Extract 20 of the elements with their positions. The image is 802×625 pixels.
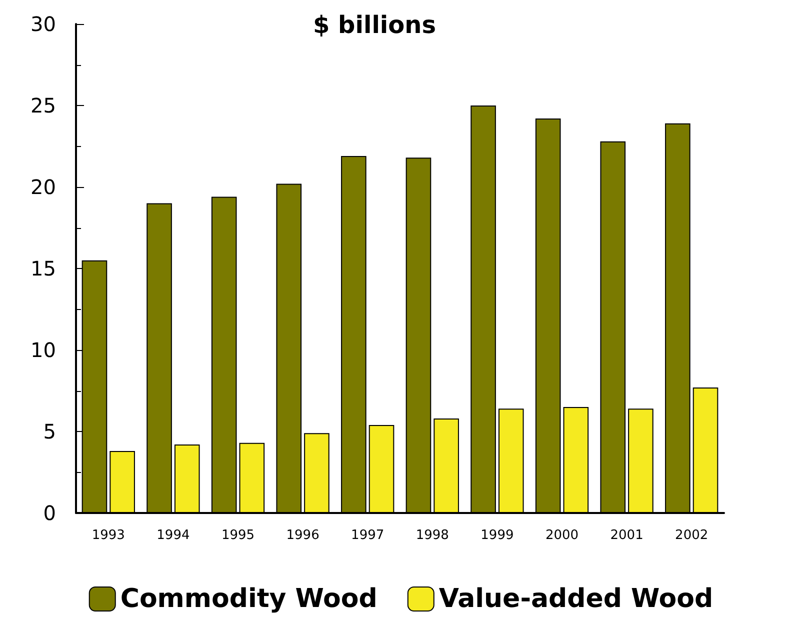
x-tick-label: 2000: [545, 528, 579, 543]
x-tick-label: 2001: [610, 528, 644, 543]
x-tick-label: 1994: [156, 528, 190, 543]
y-tick-label: 15: [30, 256, 56, 280]
x-tick-label: 1997: [351, 528, 384, 543]
legend-label: Commodity Wood: [120, 584, 378, 614]
x-tick-label: 1996: [286, 528, 320, 543]
x-tick-label: 2002: [675, 528, 708, 543]
x-tick-label: 1993: [92, 528, 125, 543]
x-tick-label: 1999: [480, 528, 514, 543]
y-tick-label: 20: [30, 175, 56, 199]
y-tick-label: 10: [30, 338, 56, 362]
legend-label: Value-added Wood: [438, 584, 714, 614]
chart-title: $ billions: [313, 11, 436, 39]
y-tick-label: 25: [30, 94, 56, 118]
y-tick-label: 5: [43, 420, 56, 444]
x-tick-label: 1998: [416, 528, 449, 543]
y-tick-label: 0: [43, 501, 56, 525]
x-tick-label: 1995: [221, 528, 255, 543]
y-tick-label: 30: [30, 12, 56, 36]
